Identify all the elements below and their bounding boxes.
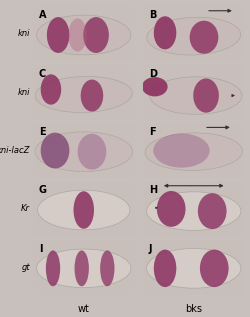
- Ellipse shape: [154, 249, 176, 287]
- Text: Kr: Kr: [21, 204, 30, 213]
- Ellipse shape: [81, 80, 103, 112]
- Ellipse shape: [38, 190, 130, 230]
- Ellipse shape: [146, 249, 241, 288]
- Ellipse shape: [153, 133, 210, 168]
- Ellipse shape: [35, 132, 132, 171]
- Ellipse shape: [145, 133, 242, 171]
- Ellipse shape: [41, 74, 61, 105]
- Ellipse shape: [36, 249, 131, 288]
- Text: gt: gt: [22, 263, 30, 272]
- Text: kni: kni: [18, 88, 30, 97]
- Text: A: A: [39, 10, 46, 20]
- Ellipse shape: [154, 16, 176, 49]
- Ellipse shape: [41, 133, 70, 169]
- Text: E: E: [39, 127, 45, 137]
- Ellipse shape: [74, 191, 94, 229]
- Ellipse shape: [150, 77, 242, 114]
- Text: I: I: [39, 243, 42, 254]
- Text: J: J: [149, 243, 152, 254]
- Text: kni: kni: [18, 29, 30, 38]
- Text: bks: bks: [185, 304, 202, 314]
- Ellipse shape: [68, 18, 87, 52]
- Text: G: G: [39, 185, 47, 195]
- Text: H: H: [149, 185, 157, 195]
- Ellipse shape: [100, 250, 114, 286]
- Ellipse shape: [36, 15, 131, 55]
- Text: D: D: [149, 68, 157, 79]
- Ellipse shape: [35, 76, 132, 113]
- Ellipse shape: [83, 17, 109, 53]
- Ellipse shape: [142, 77, 168, 96]
- Ellipse shape: [47, 17, 70, 53]
- Text: C: C: [39, 68, 46, 79]
- Ellipse shape: [190, 21, 218, 54]
- Ellipse shape: [46, 250, 60, 286]
- Ellipse shape: [200, 249, 228, 287]
- Ellipse shape: [193, 78, 219, 113]
- Ellipse shape: [74, 250, 89, 286]
- Ellipse shape: [147, 17, 241, 55]
- Text: F: F: [149, 127, 155, 137]
- Ellipse shape: [78, 134, 106, 170]
- Ellipse shape: [157, 191, 186, 227]
- Ellipse shape: [198, 193, 226, 229]
- Ellipse shape: [146, 192, 241, 230]
- Text: B: B: [149, 10, 156, 20]
- Text: kni-lacZ: kni-lacZ: [0, 146, 30, 155]
- Text: wt: wt: [78, 304, 90, 314]
